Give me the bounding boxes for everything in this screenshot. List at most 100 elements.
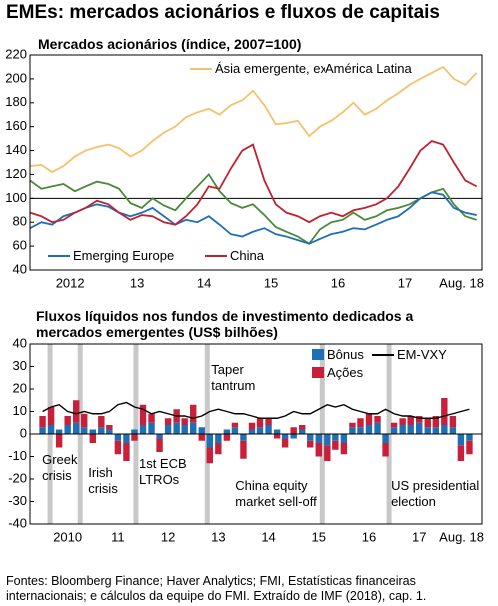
bar (223, 429, 231, 434)
legend-swatch (312, 367, 324, 378)
event-label: Taper tantrum (211, 362, 256, 393)
bar (424, 427, 431, 434)
bar (441, 398, 448, 425)
bar (164, 418, 172, 425)
x-tick-label: 2010 (53, 529, 82, 544)
chart-title: Mercados acionários (índice, 2007=100) (38, 36, 302, 52)
bar (382, 443, 389, 457)
bar (223, 434, 231, 441)
bar (190, 422, 197, 434)
bar (55, 429, 63, 434)
bar (206, 434, 213, 448)
bar (39, 416, 46, 428)
bar (324, 445, 331, 461)
bar (457, 434, 465, 446)
y-tick-label: 200 (5, 70, 27, 85)
bar (324, 434, 331, 446)
bar (231, 422, 239, 428)
bar (114, 434, 122, 441)
bar (198, 427, 205, 434)
bar (139, 404, 147, 425)
bar (407, 416, 414, 425)
bar (357, 418, 364, 428)
bar (173, 422, 180, 434)
bar (290, 434, 297, 439)
bar (248, 429, 256, 434)
bar (139, 425, 147, 434)
bar (123, 443, 130, 461)
bar (265, 418, 272, 425)
legend-label: China (230, 248, 264, 263)
bar (290, 427, 297, 434)
y-tick-label: 30 (13, 358, 27, 373)
bar (340, 434, 348, 443)
bar (240, 434, 247, 441)
bar (432, 416, 439, 428)
bar (273, 434, 281, 439)
y-tick-label: -40 (8, 515, 27, 530)
bar (215, 434, 222, 443)
series-line (29, 65, 478, 174)
legend-label: EM-VXY (397, 347, 447, 362)
bar (47, 425, 55, 434)
bar (47, 407, 55, 425)
legend-label: Emerging Europe (73, 248, 175, 263)
y-tick-label: 120 (5, 166, 27, 181)
bar (206, 447, 213, 464)
bar (81, 427, 88, 434)
legend-label: Ações (327, 365, 364, 380)
bar (281, 434, 289, 439)
bar (457, 445, 465, 461)
bar (441, 425, 448, 434)
bar (390, 427, 398, 434)
x-tick-label: 15 (312, 529, 326, 544)
page-title: EMEs: mercados acionários e fluxos de ca… (6, 2, 440, 23)
bar (449, 427, 457, 434)
event-label: Irish crisis (88, 465, 118, 496)
bar (307, 434, 314, 441)
bar (39, 427, 46, 434)
bar (281, 438, 289, 448)
bar (89, 434, 96, 443)
bar (256, 427, 264, 434)
y-tick-label: 100 (5, 190, 27, 205)
y-tick-label: 160 (5, 118, 27, 133)
bar (81, 413, 88, 428)
series-line (29, 139, 478, 226)
bar (73, 400, 80, 423)
bar (106, 429, 113, 434)
bar (399, 425, 406, 434)
bar (98, 416, 105, 428)
bar (374, 422, 381, 434)
bar (164, 425, 172, 434)
bar (273, 429, 281, 434)
x-tick-label: 14 (261, 529, 275, 544)
bar (449, 416, 457, 428)
event-label: 1st ECB LTROs (138, 456, 187, 487)
chart-title: Fluxos líquidos nos fundos de investimen… (36, 308, 414, 340)
x-tick-label: 15 (264, 275, 278, 290)
bar (390, 422, 398, 428)
y-tick-label: 0 (20, 425, 27, 440)
bar (240, 440, 247, 459)
bar (131, 434, 138, 441)
legend-label: América Latina (325, 61, 412, 76)
bar (357, 427, 364, 434)
bar (89, 429, 96, 434)
bar (231, 427, 239, 434)
bar (198, 434, 205, 441)
bar (265, 425, 272, 434)
bar (365, 413, 373, 425)
y-tick-label: 40 (13, 261, 27, 276)
bar (424, 418, 431, 428)
series-line (29, 172, 477, 245)
bar (64, 416, 71, 425)
legend-label: Bônus (327, 347, 364, 362)
x-tick-label: 12 (161, 529, 175, 544)
series-line (42, 401, 470, 419)
source-note: Fontes: Bloomberg Finance; Haver Analyti… (6, 574, 427, 603)
y-tick-label: -10 (8, 448, 27, 463)
event-label: China equity market sell-off (235, 478, 317, 509)
